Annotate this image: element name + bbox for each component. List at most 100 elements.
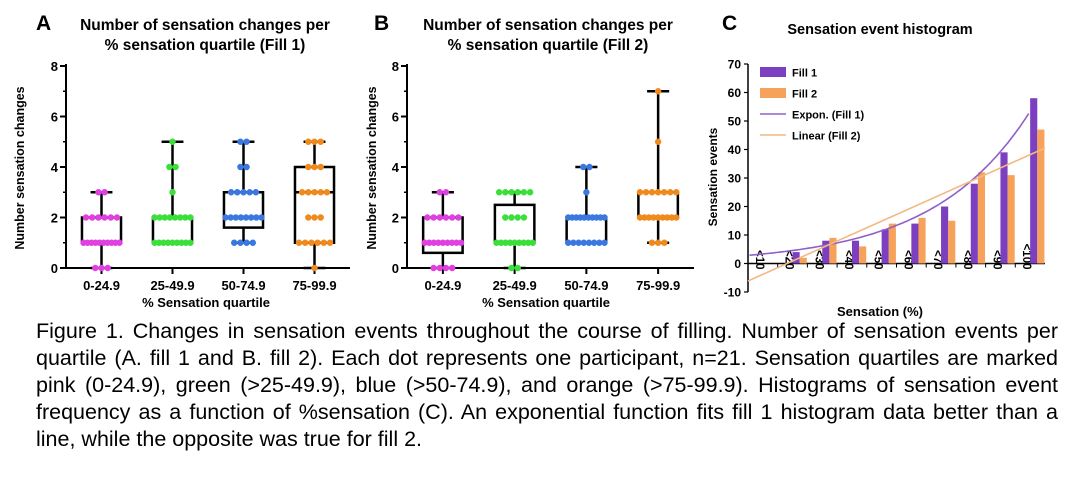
panel-b-data-point bbox=[570, 239, 577, 246]
panel-c-legend: Fill 1 Fill 2 Expon. (Fill 1) Linear (Fill … bbox=[760, 67, 864, 143]
panel-b-data-point bbox=[506, 239, 514, 246]
panel-b-data-point bbox=[648, 239, 656, 246]
panel-a-data-point bbox=[101, 189, 108, 196]
panel-c-y-tick-label: 30 bbox=[728, 172, 742, 186]
panel-b-y-tick-label: 6 bbox=[392, 110, 399, 125]
panel-a-data-point bbox=[82, 214, 90, 221]
panel-a-data-point bbox=[172, 163, 179, 171]
panel-b-data-point bbox=[601, 214, 608, 221]
panel-c-y-tick-label: 10 bbox=[728, 229, 742, 243]
panel-b-title-line2: % sensation quartile (Fill 2) bbox=[448, 37, 649, 54]
panel-c-bar-fill-2 bbox=[859, 246, 867, 264]
panel-a-data-point bbox=[164, 239, 172, 246]
panel-a-data-point bbox=[160, 239, 167, 246]
panel-a-data-point bbox=[252, 189, 260, 196]
panel-b-data-point bbox=[444, 239, 451, 246]
panel-a-data-point bbox=[323, 189, 331, 196]
panel-c-bar-fill-1 bbox=[881, 229, 889, 264]
panel-b-data-point bbox=[430, 264, 437, 272]
panel-b-data-point bbox=[525, 239, 532, 246]
panel-c-bar-fill-2 bbox=[799, 257, 807, 264]
panel-a-data-point bbox=[298, 189, 306, 196]
panel-a-data-point bbox=[161, 214, 169, 221]
panel-b-data-point bbox=[514, 214, 521, 221]
panel-c-x-tick-label: <100 bbox=[1020, 244, 1032, 270]
panel-b-data-point bbox=[508, 189, 515, 196]
panel-a-data-point bbox=[240, 189, 247, 196]
panel-a-data-point bbox=[182, 239, 190, 246]
panel-c-x-tick-label: <50 bbox=[872, 250, 884, 270]
panel-b-x-tick-label: 75-99.9 bbox=[636, 278, 680, 293]
panel-b-data-point bbox=[661, 239, 668, 246]
panel-a-data-point bbox=[311, 189, 318, 196]
panel-c-x-axis-label: Sensation (%) bbox=[837, 304, 923, 319]
panel-b-data-point bbox=[455, 214, 462, 221]
panel-a-y-tick-label: 6 bbox=[51, 110, 58, 125]
panel-b-data-point bbox=[642, 189, 650, 196]
panel-a-data-point bbox=[222, 214, 229, 221]
panel-c-x-tick-label: <70 bbox=[931, 250, 943, 270]
panel-a-letter: A bbox=[36, 12, 51, 35]
panel-a-data-point bbox=[182, 214, 189, 221]
panel-a-x-tick-label: 25-49.9 bbox=[150, 278, 194, 293]
panel-a-data-point bbox=[227, 214, 234, 221]
panel-a-data-point bbox=[317, 163, 324, 171]
panel-a-data-point bbox=[243, 138, 250, 145]
panel-c-x-tick-label: <10 bbox=[753, 250, 765, 270]
panel-b-data-point bbox=[575, 239, 582, 246]
panel-a-data-point bbox=[187, 214, 194, 221]
panel-b-data-point bbox=[436, 264, 443, 272]
panel-c-x-tick-label: <40 bbox=[842, 250, 854, 270]
panel-a-data-point bbox=[302, 239, 309, 246]
panel-c-legend-label: Fill 2 bbox=[792, 89, 817, 101]
panel-a-data-point bbox=[173, 239, 181, 246]
panel-c-bar-fill-1 bbox=[851, 240, 860, 264]
panel-c-legend-swatch bbox=[760, 88, 786, 98]
panel-b-data-point bbox=[442, 214, 450, 221]
panel-c-legend-label: Linear (Fill 2) bbox=[792, 131, 861, 143]
panel-a-data-point bbox=[311, 138, 318, 145]
panel-a-data-point bbox=[242, 214, 250, 221]
panel-b-data-point bbox=[636, 214, 644, 221]
panel-b-data-point bbox=[565, 239, 572, 246]
panel-b-data-point bbox=[448, 264, 456, 272]
panel-c-y-axis-label: Sensation events bbox=[706, 127, 720, 226]
panel-b-data-point bbox=[636, 189, 644, 196]
panel-c: C Sensation event histogram Sensation ev… bbox=[706, 12, 1046, 319]
panel-c-x-tick-label: <90 bbox=[990, 250, 1002, 270]
panel-a-data-point bbox=[308, 239, 315, 246]
panel-a-x-tick-label: 75-99.9 bbox=[292, 278, 336, 293]
panel-b-data-point bbox=[514, 189, 521, 196]
panel-a-data-point bbox=[107, 214, 115, 221]
panel-b-y-tick-label: 2 bbox=[392, 211, 399, 226]
panel-c-trendline-expon-fill-1 bbox=[749, 113, 1030, 256]
panel-c-bar-fill-2 bbox=[888, 223, 896, 264]
panel-b-x-axis-label: % Sensation quartile bbox=[482, 295, 610, 310]
panel-b-data-point bbox=[520, 214, 528, 221]
panel-b-data-point bbox=[645, 214, 653, 221]
panel-a: A Number of sensation changes per % sens… bbox=[13, 12, 350, 310]
panel-a-data-point bbox=[231, 239, 238, 246]
panel-b-data-point bbox=[511, 239, 518, 246]
panel-c-bar-fill-1 bbox=[792, 252, 800, 264]
panel-b-data-point bbox=[580, 163, 587, 171]
panel-b-data-point bbox=[654, 214, 662, 221]
panel-c-x-tick-label: <30 bbox=[812, 250, 824, 270]
panel-a-data-point bbox=[249, 239, 256, 246]
panel-a-data-point bbox=[151, 239, 158, 246]
panel-a-title-line2: % sensation quartile (Fill 1) bbox=[105, 37, 306, 54]
panel-b-data-point bbox=[660, 189, 668, 196]
panel-b-data-point bbox=[529, 239, 536, 246]
panel-b-data-point bbox=[650, 214, 657, 221]
panel-c-bar-fill-2 bbox=[1007, 175, 1015, 264]
panel-b-data-point bbox=[453, 239, 460, 246]
panel-b-data-point bbox=[515, 239, 523, 246]
panel-a-data-point bbox=[317, 214, 324, 221]
panel-a-data-point bbox=[317, 189, 324, 196]
panel-b-x-tick-label: 0-24.9 bbox=[424, 278, 461, 293]
panel-c-bar-fill-2 bbox=[918, 217, 926, 264]
panel-b-data-point bbox=[641, 214, 648, 221]
panel-b-y-tick-label: 4 bbox=[392, 160, 400, 175]
panel-a-data-point bbox=[95, 214, 102, 221]
panel-b-data-point bbox=[426, 239, 433, 246]
